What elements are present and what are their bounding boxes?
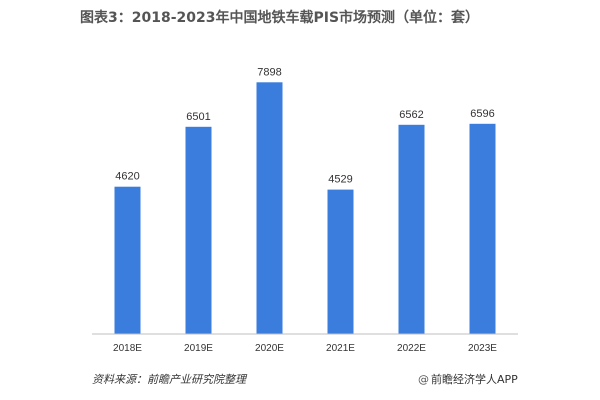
bar-2019E xyxy=(185,126,212,334)
brand-logo-icon: @ xyxy=(418,373,429,386)
value-label-2019E: 6501 xyxy=(186,111,210,123)
value-label-2022E: 6562 xyxy=(399,109,423,121)
page-title: 图表3：2018-2023年中国地铁车载PIS市场预测（单位：套） xyxy=(80,10,480,26)
value-label-2023E: 6596 xyxy=(470,108,494,120)
bar-2018E xyxy=(114,186,141,334)
bar-2020E xyxy=(256,82,283,334)
brand-note: @ 前瞻经济学人APP xyxy=(418,371,518,387)
category-label-2022E: 2022E xyxy=(397,343,426,354)
source-note: 资料来源：前瞻产业研究院整理 xyxy=(92,373,246,386)
bar-2023E xyxy=(469,123,496,334)
category-label-2019E: 2019E xyxy=(184,343,213,354)
bar-2022E xyxy=(398,124,425,334)
category-label-2020E: 2020E xyxy=(255,343,284,354)
value-label-2020E: 7898 xyxy=(257,66,281,78)
category-label-2023E: 2023E xyxy=(468,343,497,354)
bars-group xyxy=(114,82,496,334)
bar-2021E xyxy=(327,189,354,334)
category-label-2021E: 2021E xyxy=(326,343,355,354)
value-labels-group: 4620 6501 7898 4529 6562 6596 xyxy=(115,66,494,185)
category-labels-group: 2018E 2019E 2020E 2021E 2022E 2023E xyxy=(113,343,497,354)
value-label-2021E: 4529 xyxy=(328,174,352,186)
category-label-2018E: 2018E xyxy=(113,343,142,354)
value-label-2018E: 4620 xyxy=(115,171,139,183)
brand-name: 前瞻经济学人APP xyxy=(431,373,518,386)
